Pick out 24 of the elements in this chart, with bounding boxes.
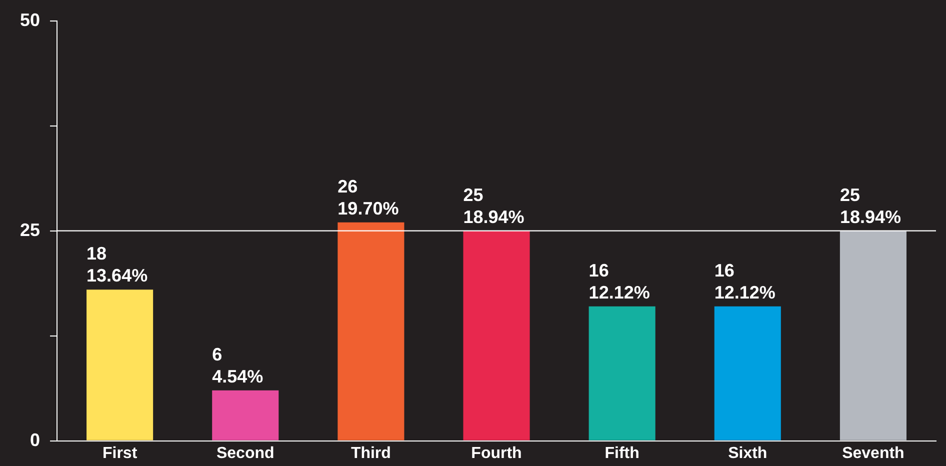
- bar: [840, 230, 906, 440]
- x-tick-label: Sixth: [728, 444, 768, 462]
- x-tick-label: Fourth: [471, 444, 522, 462]
- x-tick-label: Fifth: [604, 444, 640, 462]
- bar: [714, 306, 781, 440]
- x-tick-label: First: [102, 444, 138, 462]
- data-label: 16 12.12%: [714, 260, 776, 302]
- y-tick-label: 0: [30, 430, 40, 450]
- data-label: 6 4.54%: [212, 344, 264, 386]
- y-tick-label: 50: [20, 10, 40, 30]
- data-label: 18 13.64%: [86, 244, 148, 286]
- bar: [463, 230, 530, 440]
- x-tick-label: Seventh: [842, 444, 904, 462]
- y-tick-label: 25: [20, 220, 40, 240]
- x-tick-label: Third: [350, 444, 391, 462]
- bar: [588, 306, 656, 440]
- data-label: 25 18.94%: [463, 184, 524, 227]
- data-label: 26 19.70%: [338, 176, 399, 218]
- data-label: 16 12.12%: [588, 260, 650, 302]
- bar: [212, 390, 279, 440]
- data-label: 25 18.94%: [840, 184, 902, 227]
- bar: [86, 290, 154, 440]
- bar: [338, 222, 404, 440]
- x-tick-label: Second: [216, 444, 274, 462]
